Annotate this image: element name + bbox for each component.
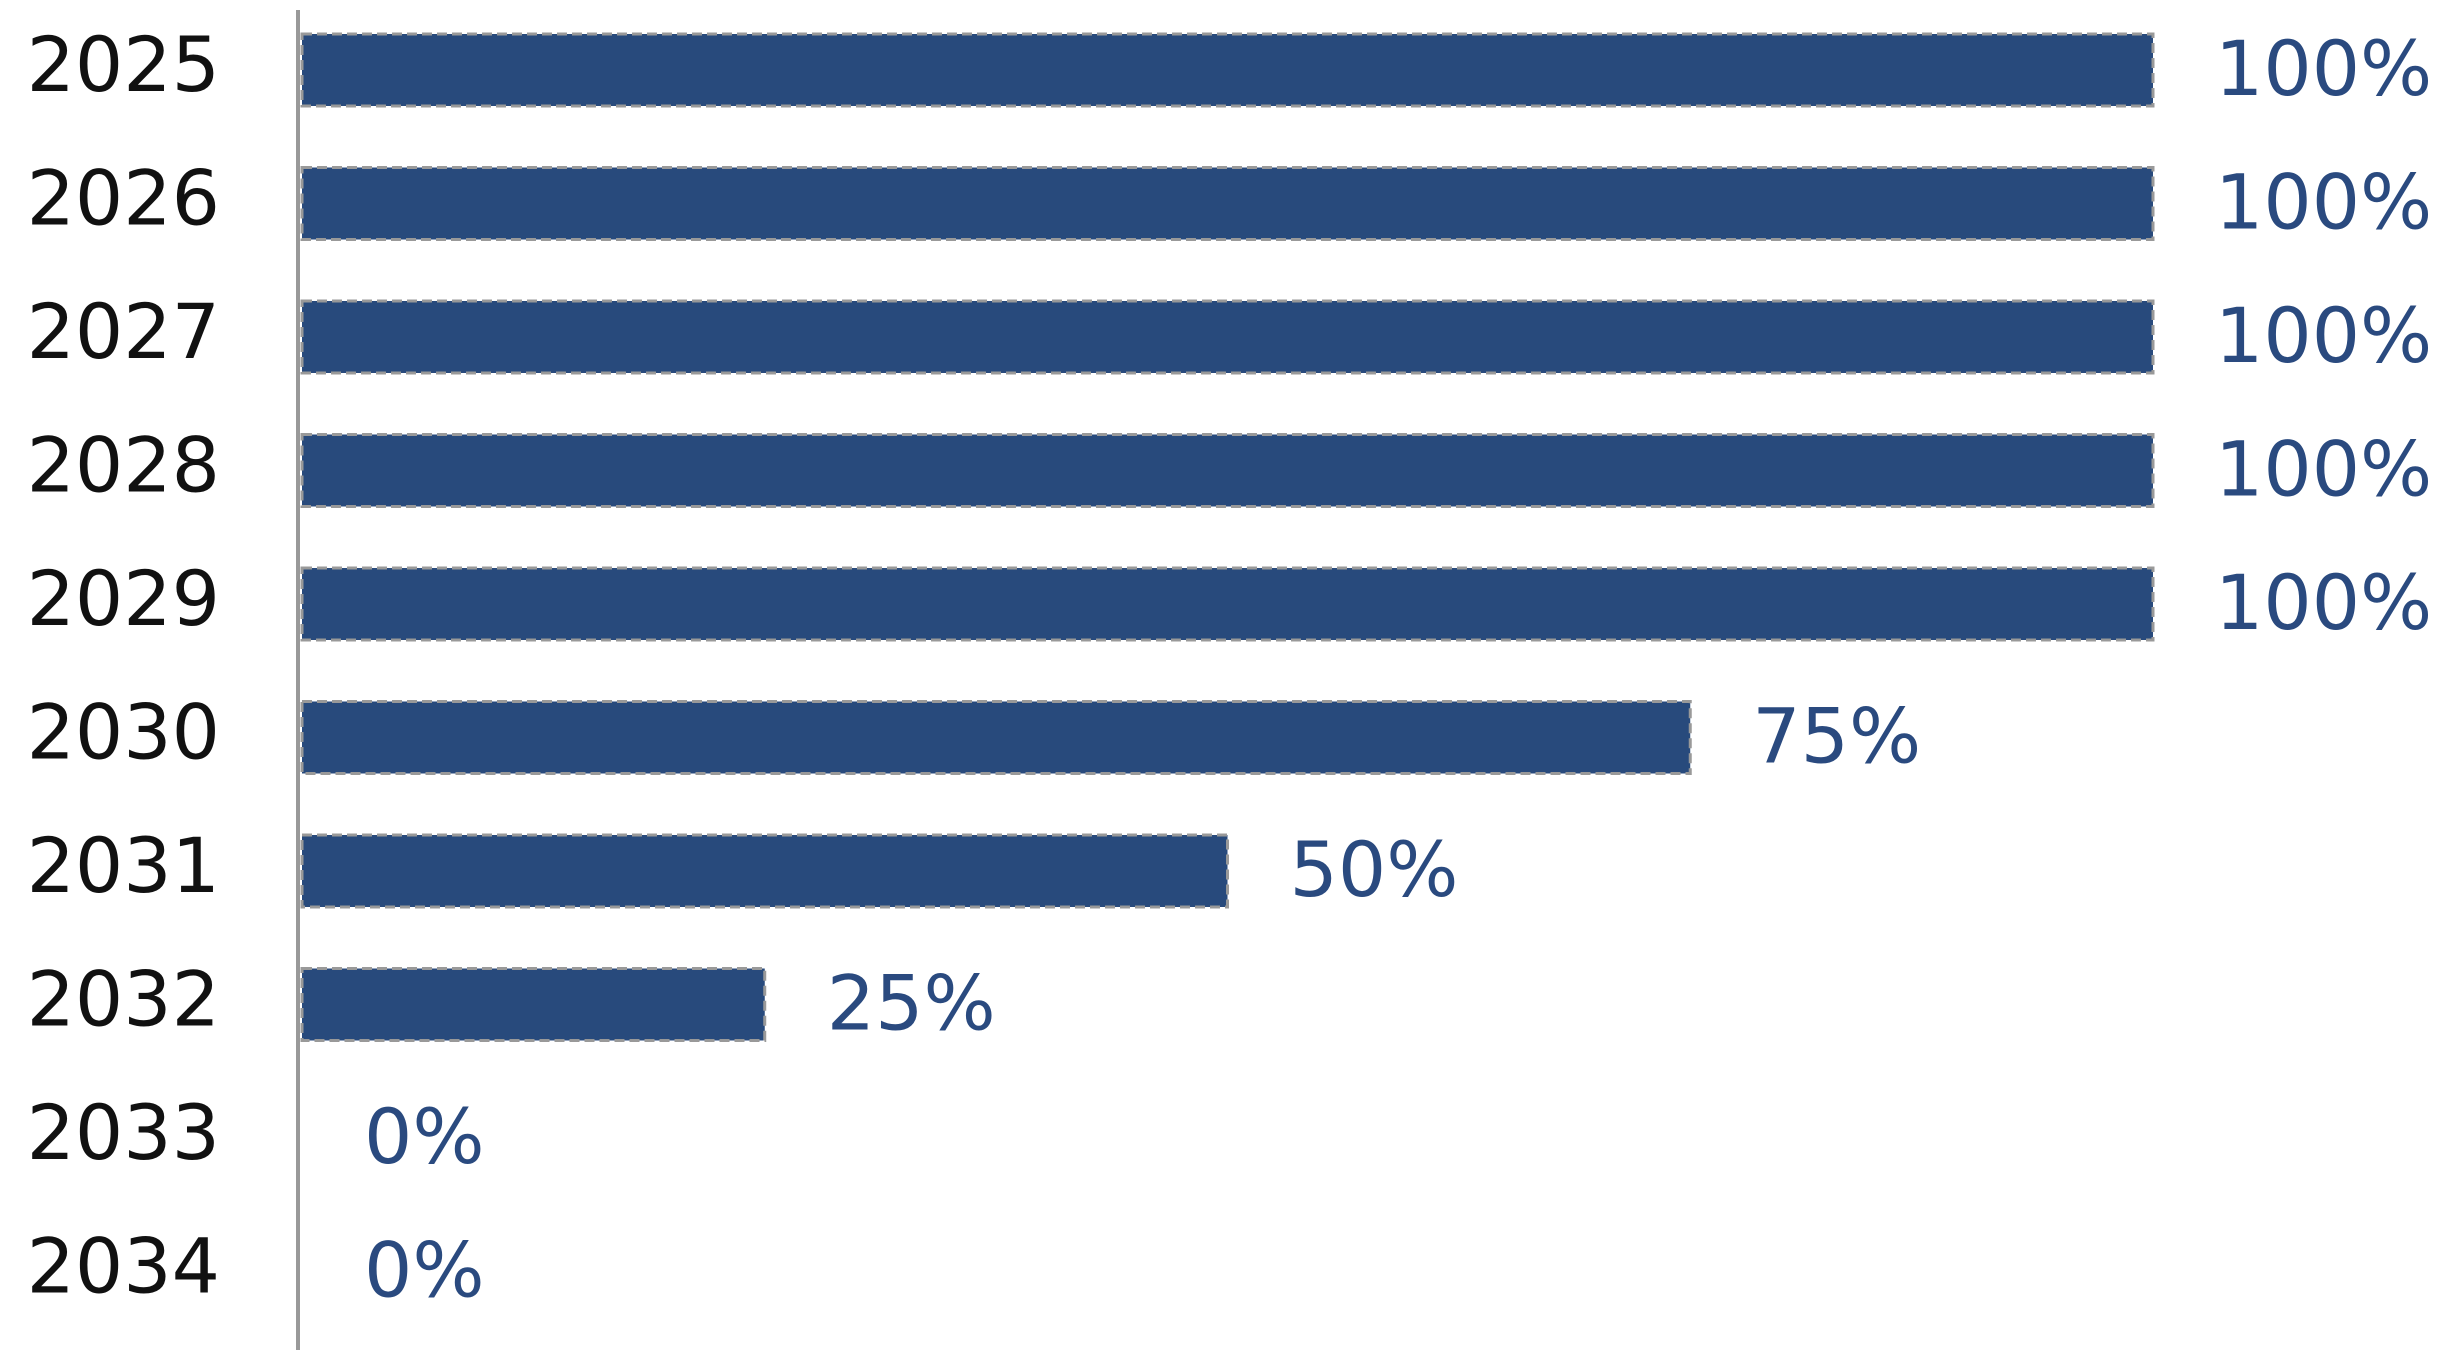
- bar: [300, 967, 767, 1042]
- category-label: 2032: [27, 954, 220, 1043]
- value-label: 100%: [2215, 424, 2432, 513]
- category-label: 2031: [27, 821, 220, 910]
- value-label: 100%: [2215, 24, 2432, 113]
- category-label: 2026: [27, 153, 220, 242]
- value-label: 0%: [364, 1092, 485, 1181]
- category-label: 2029: [27, 554, 220, 643]
- bar: [300, 166, 2155, 241]
- category-label: 2034: [27, 1221, 220, 1310]
- bar: [300, 433, 2155, 508]
- value-label: 75%: [1752, 691, 1921, 780]
- category-label: 2033: [27, 1088, 220, 1177]
- value-label: 50%: [1290, 825, 1459, 914]
- bar: [300, 32, 2155, 108]
- bar: [300, 700, 1692, 775]
- value-label: 25%: [827, 958, 996, 1047]
- category-label: 2028: [27, 420, 220, 509]
- bar: [300, 833, 1229, 909]
- category-label: 2030: [27, 687, 220, 776]
- category-label: 2025: [27, 20, 220, 109]
- value-label: 100%: [2215, 558, 2432, 647]
- bar: [300, 299, 2155, 375]
- value-label: 0%: [364, 1225, 485, 1314]
- value-label: 100%: [2215, 157, 2432, 246]
- bar: [300, 566, 2155, 642]
- category-label: 2027: [27, 287, 220, 376]
- value-label: 100%: [2215, 291, 2432, 380]
